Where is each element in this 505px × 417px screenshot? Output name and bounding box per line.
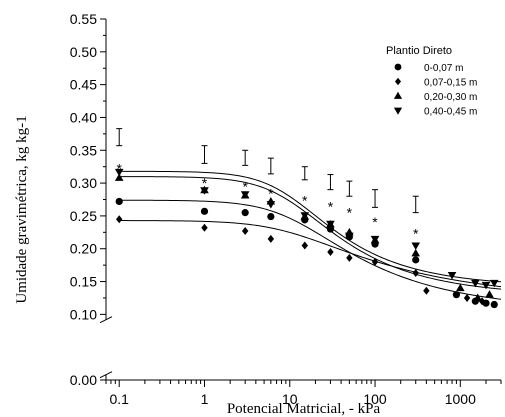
data-point <box>266 201 276 209</box>
y-tick-label: 0.45 <box>70 77 97 93</box>
data-point <box>411 242 421 250</box>
x-tick-label: 0.1 <box>109 391 129 407</box>
axis-break-mark <box>99 316 113 324</box>
significance-asterisk: * <box>328 198 334 214</box>
legend-marker <box>394 77 402 86</box>
data-point <box>114 168 124 177</box>
data-point <box>200 187 209 195</box>
fit-curve <box>119 176 502 290</box>
data-point <box>412 269 419 278</box>
x-tick-label: 1000 <box>445 391 476 407</box>
axes-group: 0.00 0.10 0.15 0.20 0.25 0.30 0.35 0.40 0.45 0.50… <box>70 11 502 407</box>
data-point <box>447 271 457 280</box>
data-point <box>463 293 471 302</box>
y-tick-label: 0.20 <box>70 241 97 257</box>
data-point <box>346 253 353 262</box>
significance-asterisk: * <box>268 185 274 201</box>
marks-group: * * * * * * * * * <box>114 128 502 309</box>
y-tick-label: 0.50 <box>70 44 97 60</box>
data-point <box>301 241 308 250</box>
data-point <box>241 227 249 236</box>
data-point <box>240 191 250 199</box>
legend: Plantio Direto 0-0,07 m 0,07-0,15 m 0,20-0,… <box>386 45 477 118</box>
data-point <box>114 173 124 181</box>
data-point <box>115 197 123 206</box>
y-tick-label: 0.10 <box>70 306 97 322</box>
fit-curve <box>119 170 502 283</box>
data-point <box>412 256 420 264</box>
significance-asterisk: * <box>347 204 353 220</box>
legend-label: 0,40-0,45 m <box>424 107 477 118</box>
data-point <box>300 212 310 220</box>
data-point <box>452 291 461 299</box>
y-tick-label: 0.30 <box>70 175 97 191</box>
legend-title: Plantio Direto <box>386 45 452 57</box>
legend-label: 0-0,07 m <box>424 63 463 74</box>
x-tick-label: 1 <box>201 391 209 407</box>
y-tick-label: 0.55 <box>70 11 97 27</box>
x-tick-label: 10 <box>282 391 298 407</box>
data-point <box>489 279 499 288</box>
data-point <box>490 300 498 309</box>
data-point <box>267 234 275 243</box>
data-point <box>423 286 430 295</box>
y-tick-label: 0.00 <box>70 372 97 388</box>
significance-asterisk: * <box>242 179 248 195</box>
data-point <box>370 235 380 244</box>
legend-marker <box>393 91 403 99</box>
data-point <box>267 212 275 221</box>
legend-label: 0,07-0,15 m <box>424 78 477 89</box>
y-tick-label: 0.35 <box>70 142 97 158</box>
data-point <box>411 248 421 257</box>
legend-label: 0,20-0,30 m <box>424 92 477 103</box>
data-point <box>345 232 354 241</box>
significance-asterisk: * <box>116 160 122 176</box>
data-point <box>201 223 208 232</box>
y-tick-label: 0.40 <box>70 109 97 125</box>
significance-asterisk: * <box>413 225 419 241</box>
legend-marker <box>394 63 402 71</box>
data-point <box>327 248 334 257</box>
y-tick-label: 0.25 <box>70 208 97 224</box>
data-point <box>326 220 335 229</box>
significance-asterisk: * <box>302 193 308 209</box>
significance-asterisk: * <box>202 175 208 191</box>
y-tick-label: 0.15 <box>70 274 97 290</box>
fit-curve <box>119 220 502 288</box>
x-tick-label: 100 <box>363 391 387 407</box>
data-point <box>485 290 494 298</box>
significance-asterisk: * <box>372 214 378 230</box>
fit-curve <box>119 199 502 300</box>
data-point <box>481 281 491 290</box>
data-point <box>116 215 123 224</box>
axis-break-mark <box>99 371 113 379</box>
data-point <box>241 209 249 217</box>
legend-marker <box>393 107 403 115</box>
data-point <box>200 207 209 215</box>
data-point <box>473 293 483 301</box>
data-point <box>471 279 480 288</box>
data-point <box>456 283 465 292</box>
y-axis-label: Umidade gravimétrica, kg kg-1 <box>14 115 30 303</box>
x-axis-label: Potencial Matricial, - kPa <box>227 401 381 417</box>
